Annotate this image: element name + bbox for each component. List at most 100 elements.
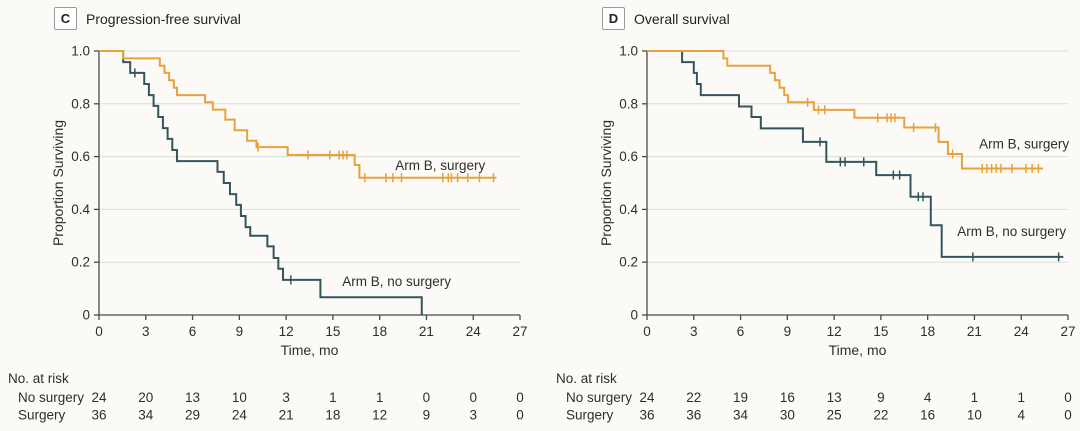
x-tick-label: 0 — [643, 324, 651, 339]
x-tick-label: 18 — [920, 324, 935, 339]
panel-title: Progression-free survival — [86, 10, 241, 27]
risk-row-label-no-surgery: No surgery — [18, 390, 84, 405]
risk-count: 18 — [325, 408, 340, 423]
risk-count: 16 — [920, 408, 935, 423]
y-tick-label: 0.4 — [619, 202, 638, 217]
km-curve-arm-b-no-surgery — [647, 50, 1064, 258]
x-tick-label: 21 — [967, 324, 982, 339]
y-tick-label: 0.4 — [71, 202, 90, 217]
x-tick-label: 27 — [1060, 324, 1075, 339]
x-tick-label: 0 — [95, 324, 103, 339]
risk-count: 13 — [827, 390, 842, 405]
risk-count: 10 — [967, 408, 982, 423]
x-tick-label: 9 — [784, 324, 792, 339]
km-curve-arm-b-surgery — [647, 50, 1044, 170]
risk-count: 4 — [1017, 408, 1025, 423]
risk-count: 0 — [1064, 408, 1072, 423]
risk-count: 1 — [376, 390, 384, 405]
risk-count: 0 — [423, 390, 431, 405]
x-tick-label: 12 — [827, 324, 842, 339]
y-tick-label: 1.0 — [619, 44, 638, 59]
risk-count: 25 — [827, 408, 842, 423]
km-curve-arm-b-no-surgery — [99, 50, 423, 315]
series-label-arm-b-surgery: Arm B, surgery — [395, 158, 485, 173]
risk-count: 12 — [372, 408, 387, 423]
risk-count: 16 — [780, 390, 795, 405]
risk-count: 0 — [516, 408, 524, 423]
risk-count: 1 — [329, 390, 337, 405]
x-tick-label: 15 — [325, 324, 340, 339]
y-tick-label: 0.6 — [619, 149, 638, 164]
risk-count: 36 — [686, 408, 701, 423]
x-tick-label: 9 — [236, 324, 244, 339]
risk-count: 1 — [1017, 390, 1025, 405]
risk-count: 24 — [639, 390, 655, 405]
x-tick-label: 15 — [873, 324, 888, 339]
x-axis-title: Time, mo — [829, 342, 887, 358]
risk-count: 21 — [279, 408, 294, 423]
risk-table-heading: No. at risk — [8, 371, 69, 386]
y-tick-label: 0.2 — [619, 255, 638, 270]
series-label-arm-b-no-surgery: Arm B, no surgery — [342, 274, 451, 289]
risk-count: 34 — [733, 408, 749, 423]
panel-letter-badge: C — [54, 7, 77, 30]
panel-progression-free-survival: C Progression-free survival 1.0 0.8 0.6 0.4… — [8, 7, 528, 423]
y-tick-label: 1.0 — [71, 44, 90, 59]
risk-count: 9 — [423, 408, 431, 423]
panel-header: D Overall survival — [602, 7, 730, 30]
x-tick-label: 3 — [690, 324, 698, 339]
series-label-arm-b-no-surgery: Arm B, no surgery — [957, 224, 1066, 239]
risk-count: 10 — [232, 390, 247, 405]
risk-count: 19 — [733, 390, 748, 405]
risk-count: 24 — [232, 408, 248, 423]
risk-count: 22 — [873, 408, 888, 423]
panel-letter-badge: D — [602, 7, 625, 30]
risk-count: 20 — [138, 390, 153, 405]
risk-count: 36 — [91, 408, 106, 423]
x-tick-label: 6 — [189, 324, 197, 339]
risk-count: 34 — [138, 408, 154, 423]
risk-row-label-no-surgery: No surgery — [566, 390, 632, 405]
risk-table-heading: No. at risk — [556, 371, 617, 386]
km-curve-arm-b-surgery — [99, 50, 497, 179]
risk-count: 30 — [780, 408, 795, 423]
x-tick-label: 24 — [1014, 324, 1030, 339]
y-tick-label: 0 — [630, 308, 638, 323]
risk-count: 0 — [469, 390, 477, 405]
y-tick-label: 0.2 — [71, 255, 90, 270]
series-label-arm-b-surgery: Arm B, surgery — [979, 137, 1069, 152]
risk-count: 0 — [1064, 390, 1072, 405]
y-tick-label: 0.8 — [619, 96, 638, 111]
x-tick-label: 21 — [419, 324, 434, 339]
risk-count: 24 — [91, 390, 107, 405]
x-tick-label: 24 — [466, 324, 482, 339]
panel-title: Overall survival — [634, 10, 730, 27]
x-tick-label: 3 — [142, 324, 150, 339]
y-tick-label: 0 — [82, 308, 90, 323]
x-axis-title: Time, mo — [281, 342, 339, 358]
y-axis-title: Proportion Surviving — [50, 120, 66, 246]
y-tick-label: 0.8 — [71, 96, 90, 111]
x-tick-label: 12 — [279, 324, 294, 339]
x-tick-label: 18 — [372, 324, 387, 339]
risk-row-label-surgery: Surgery — [566, 408, 614, 423]
risk-count: 3 — [282, 390, 290, 405]
panel-header: C Progression-free survival — [54, 7, 241, 30]
x-tick-label: 6 — [737, 324, 745, 339]
x-tick-label: 27 — [512, 324, 527, 339]
risk-count: 29 — [185, 408, 200, 423]
risk-count: 0 — [516, 390, 524, 405]
risk-row-label-surgery: Surgery — [18, 408, 66, 423]
y-tick-label: 0.6 — [71, 149, 90, 164]
y-axis-title: Proportion Surviving — [598, 120, 614, 246]
risk-count: 4 — [924, 390, 932, 405]
risk-count: 1 — [971, 390, 979, 405]
risk-count: 22 — [686, 390, 701, 405]
panel-overall-survival: D Overall survival 1.0 0.8 0.6 0.4 0.2 0 0 3 6 9 1… — [548, 0, 1080, 431]
risk-count: 13 — [185, 390, 200, 405]
risk-count: 3 — [469, 408, 477, 423]
risk-count: 36 — [639, 408, 654, 423]
risk-count: 9 — [877, 390, 885, 405]
